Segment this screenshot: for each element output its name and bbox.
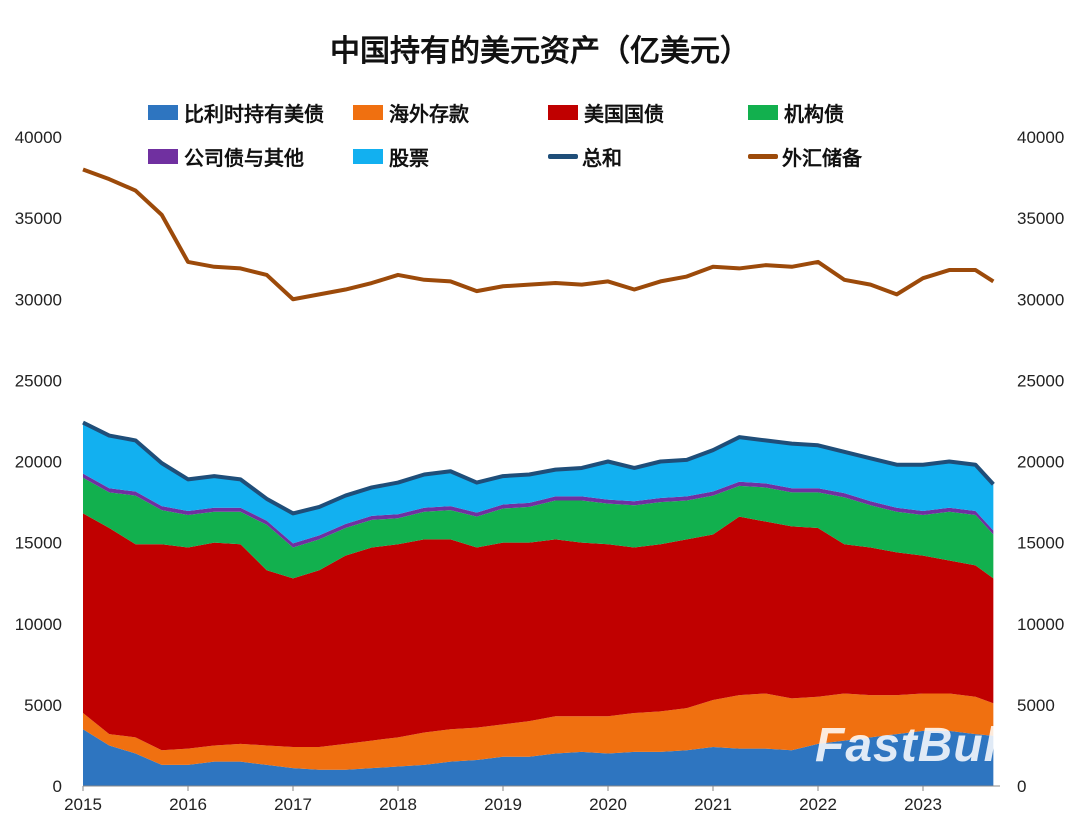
y-tick-label-right: 0 xyxy=(1017,777,1026,796)
legend-swatch xyxy=(148,148,178,164)
legend-item: 总和 xyxy=(548,143,622,170)
y-tick-label-left: 40000 xyxy=(15,128,62,147)
legend-item: 美国国债 xyxy=(548,99,664,126)
y-tick-label-right: 5000 xyxy=(1017,696,1055,715)
x-tick-label: 2020 xyxy=(589,795,627,814)
area-series-5 xyxy=(83,422,994,544)
y-tick-label-left: 30000 xyxy=(15,290,62,309)
x-tick-label: 2019 xyxy=(484,795,522,814)
x-tick-label: 2021 xyxy=(694,795,732,814)
area-series-2 xyxy=(83,513,994,751)
legend-item: 比利时持有美债 xyxy=(148,99,324,126)
x-tick-label: 2015 xyxy=(64,795,102,814)
x-tick-label: 2017 xyxy=(274,795,312,814)
area-series-1 xyxy=(83,693,994,770)
y-tick-label-right: 15000 xyxy=(1017,534,1064,553)
x-tick-label: 2016 xyxy=(169,795,207,814)
legend-label: 海外存款 xyxy=(389,101,469,126)
x-tick-label: 2023 xyxy=(904,795,942,814)
y-tick-label-right: 35000 xyxy=(1017,209,1064,228)
line-series-1 xyxy=(82,167,995,302)
area-series-3 xyxy=(83,477,994,579)
legend-item: 海外存款 xyxy=(353,99,469,126)
y-tick-label-left: 0 xyxy=(53,777,62,796)
legend-swatch xyxy=(353,104,383,120)
y-tick-label-left: 10000 xyxy=(15,615,62,634)
y-tick-label-left: 35000 xyxy=(15,209,62,228)
y-tick-label-right: 30000 xyxy=(1017,290,1064,309)
legend-item: 公司债与其他 xyxy=(148,143,304,170)
legend-swatch xyxy=(353,148,383,164)
watermark-logo: FastBull xyxy=(815,719,1013,772)
x-tick-label: 2018 xyxy=(379,795,417,814)
legend-swatch xyxy=(548,153,578,159)
legend-swatch xyxy=(748,104,778,120)
line-series-0 xyxy=(82,420,995,516)
legend-item: 机构债 xyxy=(748,99,844,126)
legend-label: 股票 xyxy=(389,145,429,170)
legend-swatch xyxy=(148,104,178,120)
legend-item: 外汇储备 xyxy=(748,143,862,170)
area-series-0 xyxy=(83,729,994,786)
legend-label: 外汇储备 xyxy=(782,145,862,170)
y-tick-label-left: 15000 xyxy=(15,534,62,553)
legend-swatch xyxy=(548,104,578,120)
y-tick-label-right: 40000 xyxy=(1017,128,1064,147)
legend-label: 公司债与其他 xyxy=(184,145,304,170)
y-tick-label-left: 5000 xyxy=(24,696,62,715)
legend-item: 股票 xyxy=(353,143,429,170)
legend-label: 机构债 xyxy=(784,101,844,126)
legend-label: 比利时持有美债 xyxy=(184,101,324,126)
y-tick-label-right: 10000 xyxy=(1017,615,1064,634)
y-tick-label-right: 25000 xyxy=(1017,371,1064,390)
legend-label: 美国国债 xyxy=(584,101,664,126)
legend-swatch xyxy=(748,153,778,159)
legend-label: 总和 xyxy=(582,145,622,170)
y-tick-label-left: 20000 xyxy=(15,453,62,472)
y-tick-label-right: 20000 xyxy=(1017,453,1064,472)
chart-title: 中国持有的美元资产（亿美元） xyxy=(330,34,750,69)
x-tick-label: 2022 xyxy=(799,795,837,814)
y-tick-label-left: 25000 xyxy=(15,371,62,390)
